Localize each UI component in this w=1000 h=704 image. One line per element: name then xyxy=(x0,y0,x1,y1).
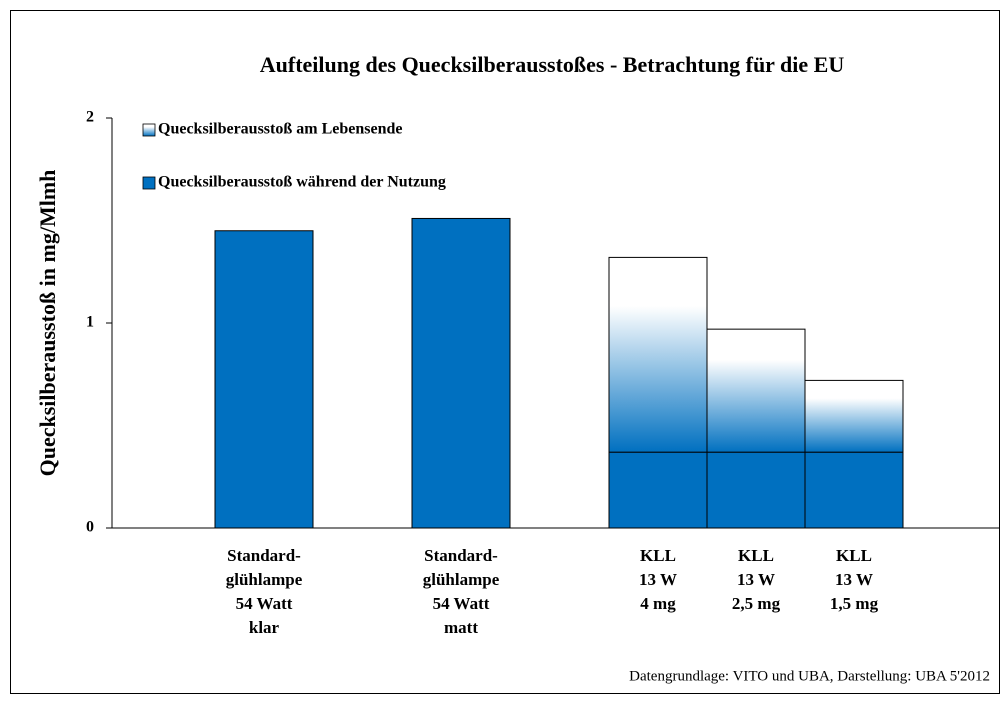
bar-segment xyxy=(706,328,806,453)
x-tick-label: 13 W xyxy=(639,570,677,589)
x-tick-label: 13 W xyxy=(835,570,873,589)
x-tick-label: 13 W xyxy=(737,570,775,589)
x-tick-label: 54 Watt xyxy=(236,594,293,613)
x-tick-label: 2,5 mg xyxy=(732,594,781,613)
bar-segment xyxy=(706,451,806,529)
legend-label: Quecksilberausstoß während der Nutzung xyxy=(158,174,446,191)
x-tick-label: 4 mg xyxy=(640,594,676,613)
x-tick-label: klar xyxy=(249,618,280,637)
bar-segment xyxy=(608,451,708,529)
x-tick-label: KLL xyxy=(738,546,774,565)
y-axis-label: Quecksilberausstoß in mg/Mlmh xyxy=(35,170,60,477)
x-tick-label: 1,5 mg xyxy=(830,594,879,613)
x-tick-label: KLL xyxy=(836,546,872,565)
y-tick-label: 2 xyxy=(86,109,94,126)
x-tick-label: glühlampe xyxy=(423,570,500,589)
legend-swatch xyxy=(142,123,156,137)
x-tick-label: Standard- xyxy=(227,546,301,565)
legend-swatch xyxy=(142,176,156,190)
x-tick-label: Standard- xyxy=(424,546,498,565)
x-tick-label: KLL xyxy=(640,546,676,565)
x-tick-label: glühlampe xyxy=(226,570,303,589)
x-tick-label: 54 Watt xyxy=(433,594,490,613)
y-tick-label: 0 xyxy=(86,519,94,536)
legend-label: Quecksilberausstoß am Lebensende xyxy=(158,121,402,138)
x-tick-label: matt xyxy=(444,618,478,637)
bar-segment xyxy=(214,230,314,529)
y-tick-label: 1 xyxy=(86,314,94,331)
bar-segment xyxy=(804,451,904,529)
chart-title: Aufteilung des Quecksilberausstoßes - Be… xyxy=(260,52,845,77)
bar-segment xyxy=(608,256,708,453)
bar-segment xyxy=(804,379,904,453)
source-note: Datengrundlage: VITO und UBA, Darstellun… xyxy=(629,668,990,684)
bar-segment xyxy=(411,217,511,529)
